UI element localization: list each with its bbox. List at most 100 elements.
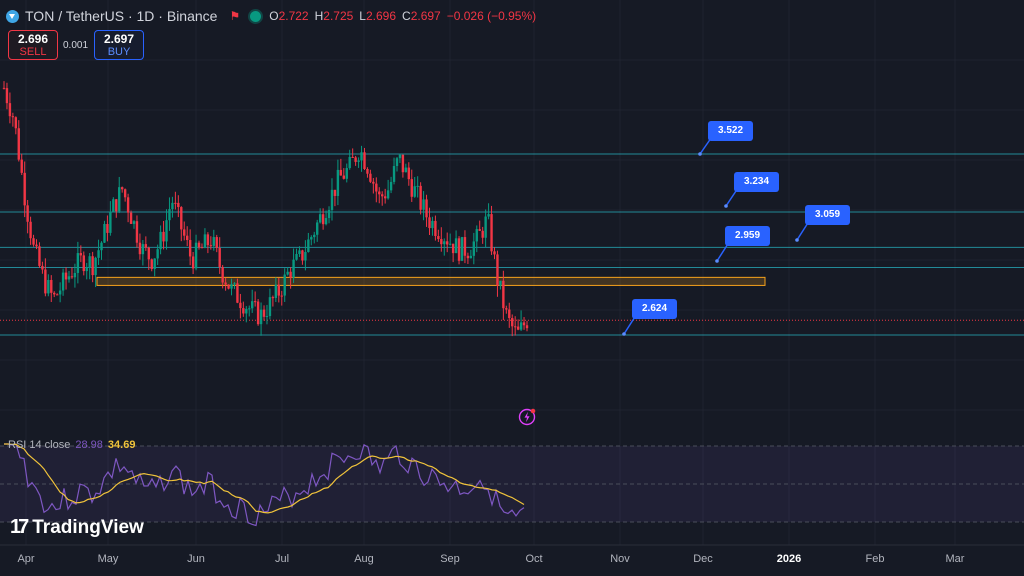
candle xyxy=(469,249,473,259)
candle xyxy=(268,288,272,320)
candle xyxy=(97,239,100,265)
candle xyxy=(321,208,325,230)
candle xyxy=(386,179,390,200)
flag-icon[interactable]: ⚑ xyxy=(229,9,241,23)
candle xyxy=(457,236,461,265)
candle xyxy=(425,194,428,227)
candle xyxy=(443,238,446,256)
candle xyxy=(428,207,431,236)
candle xyxy=(398,153,402,164)
x-axis-label: Oct xyxy=(525,553,543,565)
candle xyxy=(38,242,41,268)
level-label-2959[interactable]: 2.959 xyxy=(725,226,771,246)
candle xyxy=(94,256,97,288)
candle xyxy=(280,290,283,306)
candle xyxy=(502,270,505,321)
candle xyxy=(132,220,136,229)
candle xyxy=(336,159,340,206)
candle xyxy=(200,243,204,249)
candle xyxy=(185,226,189,247)
candle xyxy=(446,232,449,253)
candle xyxy=(410,169,413,202)
candle xyxy=(177,195,180,218)
candle xyxy=(35,239,38,250)
rsi-ma-value: 34.69 xyxy=(107,439,136,451)
candle xyxy=(493,247,496,260)
candle xyxy=(345,163,348,183)
candle xyxy=(478,220,481,232)
candle xyxy=(251,289,254,313)
candle xyxy=(17,120,20,162)
candle xyxy=(401,154,405,178)
candle xyxy=(333,189,337,207)
candle xyxy=(153,258,156,277)
candle xyxy=(499,280,502,290)
level-label-3059[interactable]: 3.059 xyxy=(805,205,851,225)
level-label-3522[interactable]: 3.522 xyxy=(708,121,754,141)
candle xyxy=(253,291,257,307)
ohlc-values: O2.722 H2.725 L2.696 C2.697 −0.026 (−0.9… xyxy=(269,9,537,23)
candle xyxy=(61,268,65,296)
candle xyxy=(448,233,452,246)
symbol-title[interactable]: TON / TetherUS · 1D · Binance xyxy=(25,8,218,24)
candle xyxy=(301,249,304,265)
candle xyxy=(2,81,6,90)
x-axis-label: Dec xyxy=(693,553,713,565)
candle xyxy=(463,230,467,264)
candle xyxy=(144,236,148,251)
candle xyxy=(407,162,411,186)
level-label-2624[interactable]: 2.624 xyxy=(632,299,678,319)
candle xyxy=(88,253,91,280)
candle xyxy=(141,240,145,266)
candle xyxy=(50,275,53,302)
rsi-ma-line xyxy=(4,443,525,514)
candle xyxy=(313,231,316,244)
candle xyxy=(11,112,15,127)
candle xyxy=(171,196,174,218)
candle xyxy=(351,148,354,158)
ton-coin-icon xyxy=(6,9,19,23)
candle xyxy=(513,316,517,336)
sell-button[interactable]: 2.696 SELL xyxy=(8,30,58,60)
support-zone[interactable] xyxy=(96,276,766,286)
candle xyxy=(286,267,289,276)
candle xyxy=(32,234,35,247)
candle xyxy=(259,302,263,336)
candle xyxy=(23,161,26,218)
candle xyxy=(67,270,71,283)
candle xyxy=(481,226,484,244)
candle xyxy=(29,216,32,245)
level-label-3234[interactable]: 3.234 xyxy=(734,172,780,192)
candle xyxy=(413,176,416,198)
candle xyxy=(53,291,56,298)
x-axis-label: May xyxy=(97,553,119,565)
candle xyxy=(511,314,514,337)
candle xyxy=(307,232,310,253)
x-axis-label: 2026 xyxy=(776,553,802,565)
candle xyxy=(262,305,266,321)
tradingview-logo[interactable]: 17 TradingView xyxy=(10,516,144,539)
candle xyxy=(183,221,186,241)
candle xyxy=(70,267,74,279)
candle xyxy=(180,206,183,242)
candle xyxy=(55,293,59,296)
x-axis-label: Apr xyxy=(17,553,35,565)
buy-button[interactable]: 2.697 BUY xyxy=(94,30,144,60)
candle xyxy=(484,209,487,248)
rsi-title[interactable]: RSI 14 close xyxy=(8,439,71,451)
candle xyxy=(230,278,233,296)
candle xyxy=(466,252,470,264)
candle xyxy=(454,230,458,254)
lightning-alert-icon[interactable] xyxy=(518,408,536,426)
rsi-value: 28.98 xyxy=(75,439,103,451)
candle xyxy=(245,306,248,323)
candle xyxy=(395,156,399,172)
symbol-header: TON / TetherUS · 1D · Binance ⚑ O2.722 H… xyxy=(6,6,536,26)
candle xyxy=(375,177,378,203)
candle xyxy=(440,227,443,252)
candle xyxy=(58,282,62,303)
candles xyxy=(2,81,529,337)
candle xyxy=(256,299,260,326)
candle xyxy=(298,246,301,257)
